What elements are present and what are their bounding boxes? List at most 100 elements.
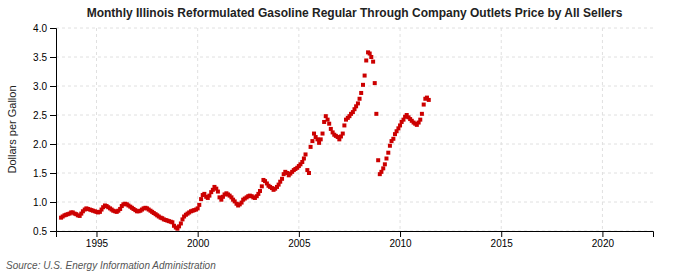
plot-area: 1995 2000 2005 2010 2015 2020 0.5 1.0 1.5 2.0 2.5 3…	[33, 23, 653, 249]
y-tick-label: 1.5	[33, 168, 47, 179]
y-tick-mark	[50, 173, 56, 174]
point	[310, 139, 314, 143]
point	[342, 123, 346, 127]
x-tick: 2020	[592, 231, 615, 249]
point	[312, 132, 316, 136]
point	[196, 206, 200, 210]
point	[356, 101, 360, 105]
y-grid-line	[56, 28, 653, 29]
y-tick-label: 0.5	[33, 226, 47, 237]
points	[59, 50, 431, 230]
point	[322, 120, 326, 124]
x-tick-label: 2020	[592, 238, 615, 249]
point	[309, 145, 313, 149]
point	[341, 132, 345, 136]
x-grid-line	[96, 28, 97, 231]
y-axis: 0.5 1.0 1.5 2.0 2.5 3.0 3.5 4.0	[33, 23, 56, 237]
y-grid-line	[56, 144, 653, 145]
point	[427, 98, 431, 102]
y-grid-line	[56, 173, 653, 174]
y-axis-title: Dollars per Gallon	[6, 85, 18, 173]
point	[369, 55, 373, 59]
point	[373, 81, 377, 85]
point	[300, 160, 304, 164]
x-tick-mark	[198, 231, 199, 237]
x-tick-mark	[96, 231, 97, 237]
point	[368, 52, 372, 56]
point	[384, 157, 388, 161]
y-tick: 0.5	[33, 226, 56, 237]
y-tick: 3.0	[33, 81, 56, 92]
y-axis-line	[50, 29, 57, 232]
point	[420, 112, 424, 116]
point	[361, 83, 365, 87]
x-tick-mark	[400, 231, 401, 237]
point	[422, 103, 426, 107]
y-tick: 2.5	[33, 110, 56, 121]
x-tick-label: 2010	[389, 238, 412, 249]
x-axis-line	[57, 232, 654, 238]
y-grid-line	[56, 115, 653, 116]
y-tick: 4.0	[33, 23, 56, 34]
point	[327, 122, 331, 126]
x-grid-line	[298, 28, 299, 231]
point	[381, 166, 385, 170]
y-tick: 1.0	[33, 197, 56, 208]
y-tick-label: 1.0	[33, 197, 47, 208]
x-tick: 1995	[86, 231, 109, 249]
point	[326, 118, 330, 122]
point	[386, 151, 390, 155]
y-grid-line	[56, 202, 653, 203]
source-annotation: Source: U.S. Energy Information Administ…	[6, 260, 216, 271]
point	[359, 91, 363, 95]
y-tick-label: 3.0	[33, 81, 47, 92]
point	[371, 60, 375, 64]
point	[258, 189, 262, 193]
chart-svg: 1995 2000 2005 2010 2015 2020 0.5 1.0 1.5 2.0 2.5 3…	[0, 0, 675, 275]
y-tick-mark	[50, 144, 56, 145]
point	[418, 118, 422, 122]
chart-container: 1995 2000 2005 2010 2015 2020 0.5 1.0 1.5 2.0 2.5 3…	[0, 0, 675, 275]
y-tick: 3.5	[33, 52, 56, 63]
point	[374, 112, 378, 116]
point	[216, 190, 220, 194]
x-tick: 2005	[288, 231, 311, 249]
y-tick-mark	[50, 202, 56, 203]
point	[391, 137, 395, 141]
point	[376, 158, 380, 162]
y-tick-mark	[50, 231, 56, 232]
x-tick-mark	[602, 231, 603, 237]
point	[383, 162, 387, 166]
y-tick-mark	[50, 57, 56, 58]
x-grid-line	[602, 28, 603, 231]
point	[379, 170, 383, 174]
y-tick: 2.0	[33, 139, 56, 150]
point	[388, 144, 392, 148]
x-grid-line	[501, 28, 502, 231]
x-tick: 2000	[187, 231, 210, 249]
y-grid-line	[56, 57, 653, 58]
x-tick: 2015	[491, 231, 514, 249]
x-tick: 2010	[389, 231, 412, 249]
point	[363, 74, 367, 78]
x-tick-label: 2000	[187, 238, 210, 249]
y-grid-line	[56, 86, 653, 87]
y-tick-mark	[50, 86, 56, 87]
x-tick-mark	[299, 231, 300, 237]
point	[199, 197, 203, 201]
point	[324, 114, 328, 118]
point	[319, 137, 323, 141]
point	[170, 220, 174, 224]
point	[179, 221, 183, 225]
x-axis: 1995 2000 2005 2010 2015 2020	[57, 231, 654, 249]
title: Monthly Illinois Reformulated Gasoline R…	[87, 6, 623, 20]
y-tick-label: 2.5	[33, 110, 47, 121]
point	[364, 58, 368, 62]
grid	[56, 28, 653, 231]
point	[307, 171, 311, 175]
point	[304, 152, 308, 156]
x-tick-label: 1995	[86, 238, 109, 249]
point	[260, 184, 264, 188]
y-tick-label: 3.5	[33, 52, 47, 63]
y-tick-mark	[50, 28, 56, 29]
